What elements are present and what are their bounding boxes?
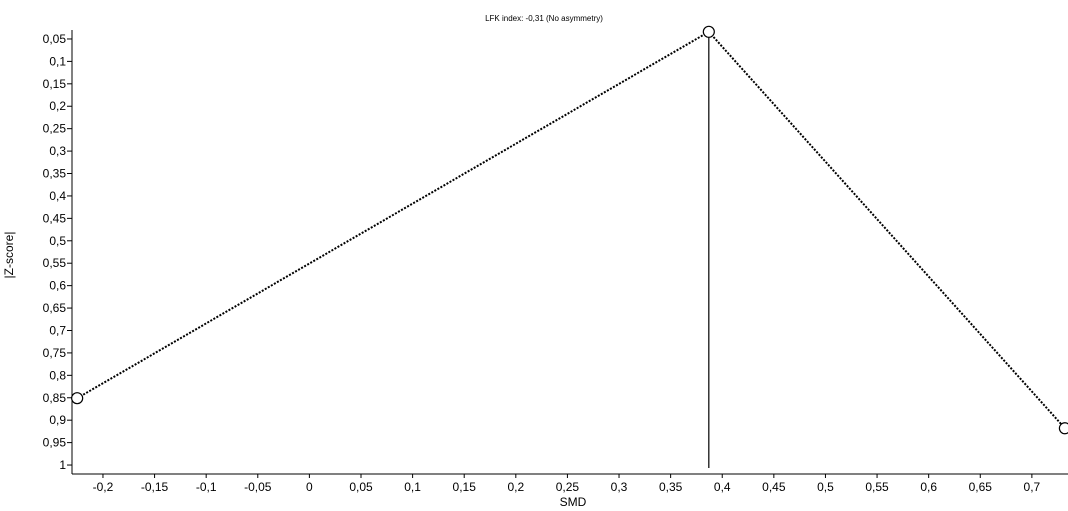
data-point xyxy=(1058,422,1068,435)
x-tick-label: 0,5 xyxy=(817,480,834,494)
x-tick-label: 0,45 xyxy=(762,480,786,494)
chart-title: LFK index: -0,31 (No asymmetry) xyxy=(485,14,603,23)
x-tick-label: 0,4 xyxy=(714,480,731,494)
y-tick-label: 0,55 xyxy=(43,256,67,270)
y-tick-label: 0,35 xyxy=(43,167,67,181)
y-tick-label: 1 xyxy=(59,458,66,472)
x-tick-label: 0,65 xyxy=(969,480,993,494)
x-tick-label: 0,15 xyxy=(453,480,477,494)
y-tick-label: 0,15 xyxy=(43,77,67,91)
x-tick-label: -0,15 xyxy=(141,480,169,494)
x-axis-title: SMD xyxy=(560,495,587,509)
y-tick-label: 0,7 xyxy=(49,323,66,337)
y-tick-label: 0,45 xyxy=(43,211,67,225)
x-tick-label: 0,35 xyxy=(659,480,683,494)
y-axis-title: |Z-score| xyxy=(2,232,16,279)
y-tick-label: 0,65 xyxy=(43,301,67,315)
doi-connector-line xyxy=(76,30,710,400)
y-tick-label: 0,9 xyxy=(49,413,66,427)
data-point xyxy=(71,392,84,405)
x-tick-label: -0,05 xyxy=(244,480,272,494)
y-tick-label: 0,25 xyxy=(43,122,67,136)
x-tick-label: 0,6 xyxy=(920,480,937,494)
y-tick-label: 0,05 xyxy=(43,32,67,46)
y-tick-label: 0,5 xyxy=(49,234,66,248)
y-tick-label: 0,85 xyxy=(43,391,67,405)
x-tick-label: 0,7 xyxy=(1024,480,1041,494)
y-tick-label: 0,6 xyxy=(49,279,66,293)
plot-area: 0,05 0,1 0,15 0,2 0,25 0,3 0,35 0,4 0,45 0,5 0,55 0… xyxy=(43,25,1068,494)
y-tick-label: 0,3 xyxy=(49,144,66,158)
x-tick-label: 0,05 xyxy=(349,480,373,494)
x-tick-label: -0,1 xyxy=(196,480,217,494)
doi-connector-line xyxy=(708,31,1066,429)
x-tick-label: -0,2 xyxy=(93,480,114,494)
x-tick-label: 0,25 xyxy=(556,480,580,494)
x-tick-label: 0,55 xyxy=(865,480,889,494)
y-tick-label: 0,1 xyxy=(49,54,66,68)
y-tick-label: 0,4 xyxy=(49,189,66,203)
y-tick-label: 0,2 xyxy=(49,99,66,113)
x-tick-label: 0 xyxy=(306,480,313,494)
data-point xyxy=(702,25,715,38)
x-tick-label: 0,1 xyxy=(404,480,421,494)
x-tick-label: 0,3 xyxy=(611,480,628,494)
x-tick-label: 0,2 xyxy=(507,480,524,494)
y-tick-label: 0,8 xyxy=(49,368,66,382)
y-tick-label: 0,95 xyxy=(43,436,67,450)
y-tick-label: 0,75 xyxy=(43,346,67,360)
